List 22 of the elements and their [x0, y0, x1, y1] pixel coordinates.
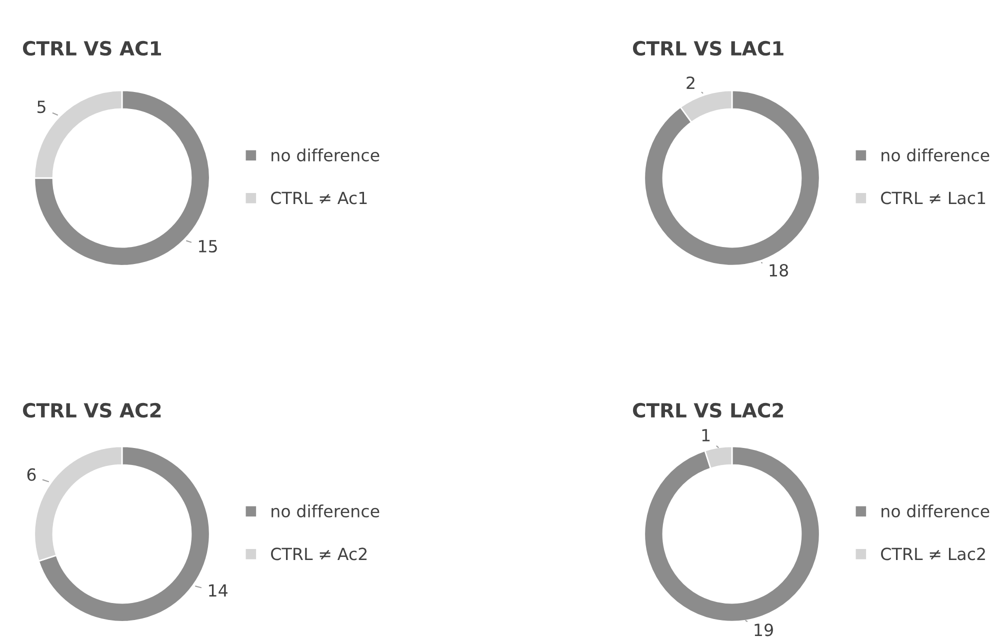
legend-label: no difference — [882, 148, 990, 162]
legend-label: no difference — [882, 504, 990, 518]
data-label: 14 — [209, 584, 228, 597]
chart-title: CTRL VS AC2 — [22, 402, 161, 418]
chart-title: CTRL VS AC1 — [22, 40, 161, 56]
donut-slice — [38, 446, 210, 622]
legend-label: CTRL ≠ Lac1 — [881, 192, 986, 204]
legend-label: CTRL ≠ Lac2 — [881, 548, 985, 560]
data-label: 19 — [754, 624, 773, 636]
data-label: 5 — [38, 100, 46, 114]
chart-title: CTRL VS LAC1 — [632, 40, 784, 56]
data-label: 15 — [199, 240, 217, 253]
legend-label: no difference — [272, 504, 380, 518]
data-label: 18 — [770, 264, 788, 277]
legend-label: CTRL ≠ Ac2 — [271, 548, 367, 560]
chart-title: CTRL VS LAC2 — [632, 402, 784, 418]
donut-slice — [644, 446, 820, 622]
data-label: 1 — [702, 429, 710, 442]
legend-label: no difference — [272, 148, 380, 162]
data-label: 2 — [686, 76, 694, 89]
legend-label: CTRL ≠ Ac1 — [271, 192, 367, 204]
data-label: 6 — [27, 468, 36, 481]
